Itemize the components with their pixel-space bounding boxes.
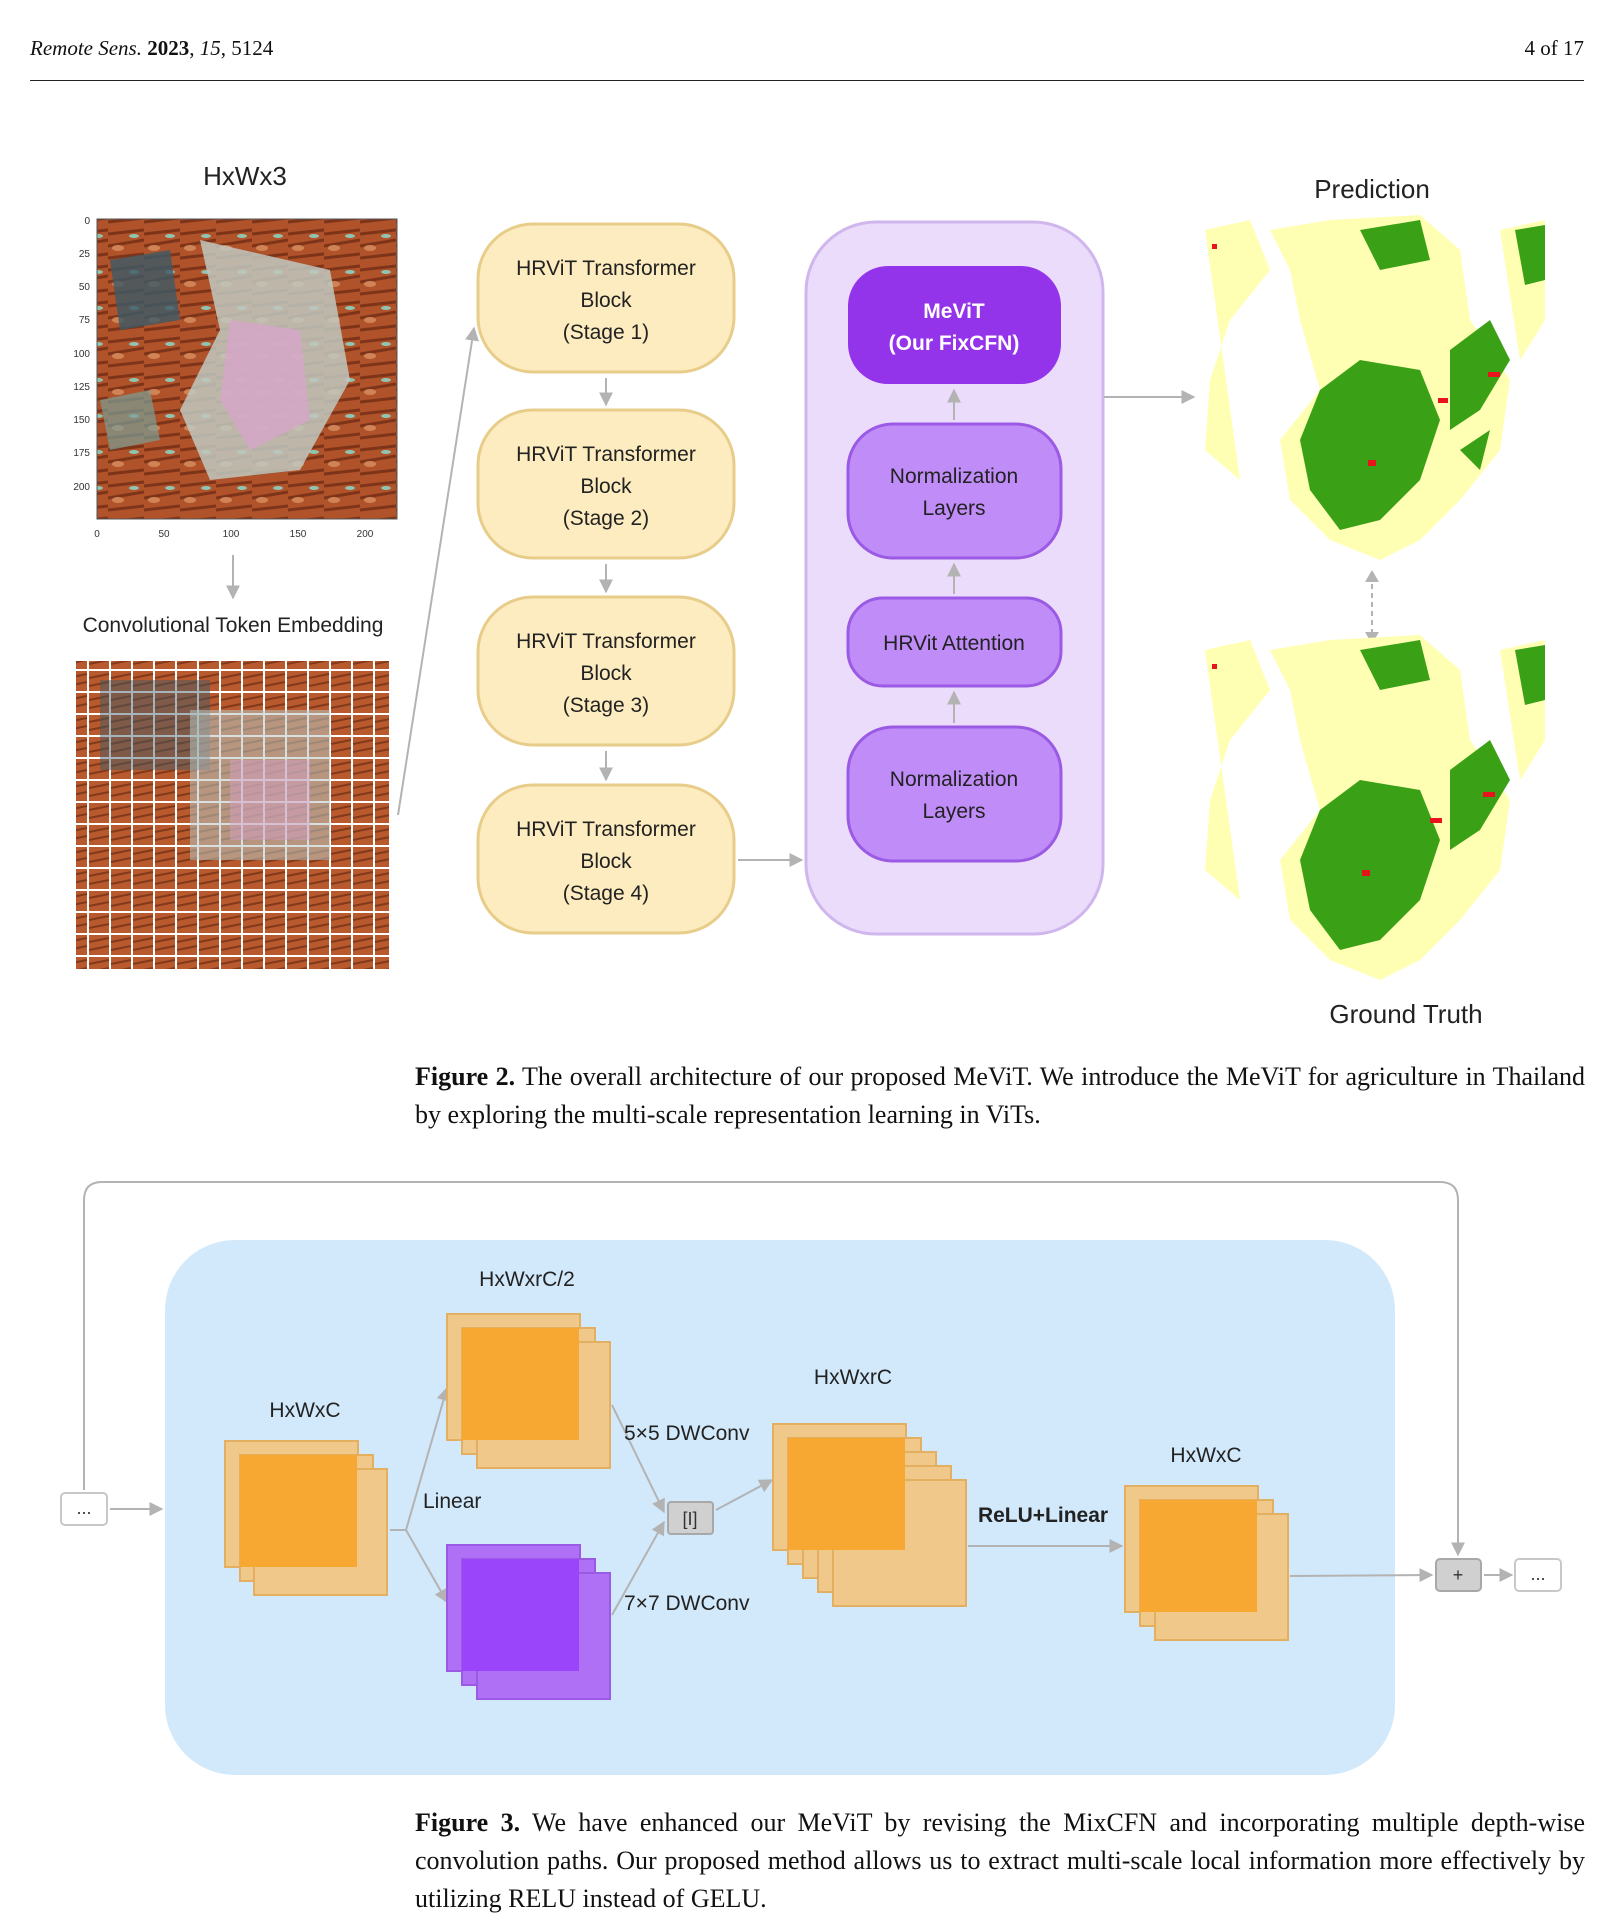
- stage-1-line1: HRViT Transformer: [516, 257, 696, 280]
- stage-block-1: HRViT Transformer Block (Stage 1): [476, 222, 736, 374]
- page-header: Remote Sens. 2023, 15, 5124 4 of 17: [30, 36, 1584, 70]
- arrow-concat: [715, 1479, 774, 1511]
- y-tick: 25: [79, 249, 91, 260]
- stage-1-line3: (Stage 1): [563, 321, 649, 344]
- journal-citation: Remote Sens. 2023, 15, 5124: [30, 36, 274, 60]
- page-number: 4 of 17: [1524, 36, 1585, 60]
- y-axis-ticks: 0 25 50 75 100 125 150 175 200: [73, 216, 90, 493]
- token-grid: [74, 659, 391, 971]
- figure-3-caption-label: Figure 3.: [415, 1808, 521, 1837]
- ground-truth-label: Ground Truth: [1329, 999, 1482, 1029]
- dim-half-label: HxWxrC/2: [479, 1268, 575, 1291]
- expanded-feature-stack: [772, 1423, 967, 1607]
- y-tick: 0: [84, 216, 90, 227]
- compare-arrow: [1365, 570, 1379, 644]
- dim-output-label: HxWxC: [1170, 1444, 1241, 1467]
- stage-3-line3: (Stage 3): [563, 694, 649, 717]
- journal-year: 2023: [147, 36, 190, 60]
- stage-2-line1: HRViT Transformer: [516, 443, 696, 466]
- mevit-line2: (Our FixCFN): [889, 332, 1020, 355]
- y-tick: 50: [79, 282, 91, 293]
- input-node: ...: [60, 1492, 108, 1526]
- article-number: 5124: [231, 36, 274, 60]
- x-tick: 200: [357, 529, 374, 540]
- header-rule: [30, 80, 1584, 81]
- input-feature-stack: [224, 1440, 388, 1596]
- y-tick: 125: [73, 382, 90, 393]
- norm-layers-bottom: Normalization Layers: [846, 725, 1063, 863]
- attention-label: HRVit Attention: [883, 632, 1025, 655]
- figure-3-caption: Figure 3. We have enhanced our MeViT by …: [415, 1804, 1585, 1918]
- conv5-label: 5×5 DWConv: [624, 1422, 750, 1445]
- dim-expanded-label: HxWxrC: [814, 1366, 892, 1389]
- output-node: ...: [1514, 1558, 1562, 1592]
- figure-3-caption-text: We have enhanced our MeViT by revising t…: [415, 1808, 1585, 1913]
- y-tick: 175: [73, 448, 90, 459]
- figure-2-caption-label: Figure 2.: [415, 1062, 516, 1091]
- figure-3: ... HxWxC Linear HxWxrC/2 5×5 DWConv 7×7…: [60, 1181, 1562, 1775]
- split-line-lower: [405, 1529, 448, 1604]
- stage-2-line3: (Stage 2): [563, 507, 649, 530]
- stage-2-line2: Block: [580, 475, 632, 498]
- x-axis-ticks: 0 50 100 150 200: [94, 529, 374, 540]
- figure-2-caption: Figure 2. The overall architecture of ou…: [415, 1058, 1585, 1134]
- satellite-image: [96, 218, 398, 520]
- dim-input-label: HxWxC: [269, 1399, 340, 1422]
- concat-label: [I]: [682, 1509, 697, 1529]
- input-dots: ...: [76, 1498, 91, 1518]
- output-dots: ...: [1530, 1564, 1545, 1584]
- conv7-label: 7×7 DWConv: [624, 1592, 750, 1615]
- norm-bottom-line1: Normalization: [890, 768, 1018, 791]
- y-tick: 200: [73, 482, 90, 493]
- norm-top-line2: Layers: [922, 497, 985, 520]
- output-feature-stack: [1124, 1485, 1289, 1641]
- stage-1-line2: Block: [580, 289, 632, 312]
- upper-feature-stack: [446, 1313, 611, 1469]
- x-tick: 0: [94, 529, 100, 540]
- x-tick: 50: [158, 529, 170, 540]
- arrow-7x7: [611, 1520, 665, 1616]
- ground-truth-map: [1205, 635, 1545, 980]
- skip-connection: [83, 1181, 1465, 1557]
- y-tick: 100: [73, 349, 90, 360]
- arrow-embed-to-stage1: [397, 326, 479, 816]
- stage-block-4: HRViT Transformer Block (Stage 4): [476, 783, 736, 935]
- stage-3-line1: HRViT Transformer: [516, 630, 696, 653]
- journal-name: Remote Sens.: [30, 36, 142, 60]
- journal-volume: 15: [199, 36, 221, 60]
- norm-layers-top: Normalization Layers: [846, 422, 1063, 560]
- relu-label: ReLU+Linear: [978, 1504, 1108, 1527]
- x-tick: 150: [290, 529, 307, 540]
- stage-4-line3: (Stage 4): [563, 882, 649, 905]
- x-tick: 100: [223, 529, 240, 540]
- input-title: HxWx3: [203, 161, 287, 191]
- stage-4-line1: HRViT Transformer: [516, 818, 696, 841]
- concat-node: [I]: [667, 1501, 714, 1535]
- linear-label: Linear: [423, 1490, 481, 1513]
- attention-block: HRVit Attention: [846, 596, 1063, 688]
- arrow-output: [1289, 1568, 1434, 1583]
- embedding-label: Convolutional Token Embedding: [83, 614, 384, 637]
- mevit-line1: MeViT: [923, 300, 985, 323]
- stage-4-line2: Block: [580, 850, 632, 873]
- lower-feature-stack: [446, 1544, 611, 1700]
- norm-top-line1: Normalization: [890, 465, 1018, 488]
- stage-block-3: HRViT Transformer Block (Stage 3): [476, 595, 736, 747]
- figure-2: HxWx3 0 25 50 75 100 125 150 175 200 0 5…: [73, 161, 1545, 1029]
- prediction-label: Prediction: [1314, 174, 1430, 204]
- y-tick: 75: [79, 315, 91, 326]
- prediction-map: [1205, 215, 1545, 560]
- figure-2-caption-text: The overall architecture of our proposed…: [415, 1062, 1585, 1129]
- mevit-block: MeViT (Our FixCFN): [848, 266, 1061, 384]
- stage-block-2: HRViT Transformer Block (Stage 2): [476, 408, 736, 560]
- stage-3-line2: Block: [580, 662, 632, 685]
- norm-bottom-line2: Layers: [922, 800, 985, 823]
- arrow-5x5: [611, 1404, 665, 1514]
- plus-node: +: [1435, 1558, 1482, 1592]
- plus-label: +: [1453, 1565, 1464, 1585]
- y-tick: 150: [73, 415, 90, 426]
